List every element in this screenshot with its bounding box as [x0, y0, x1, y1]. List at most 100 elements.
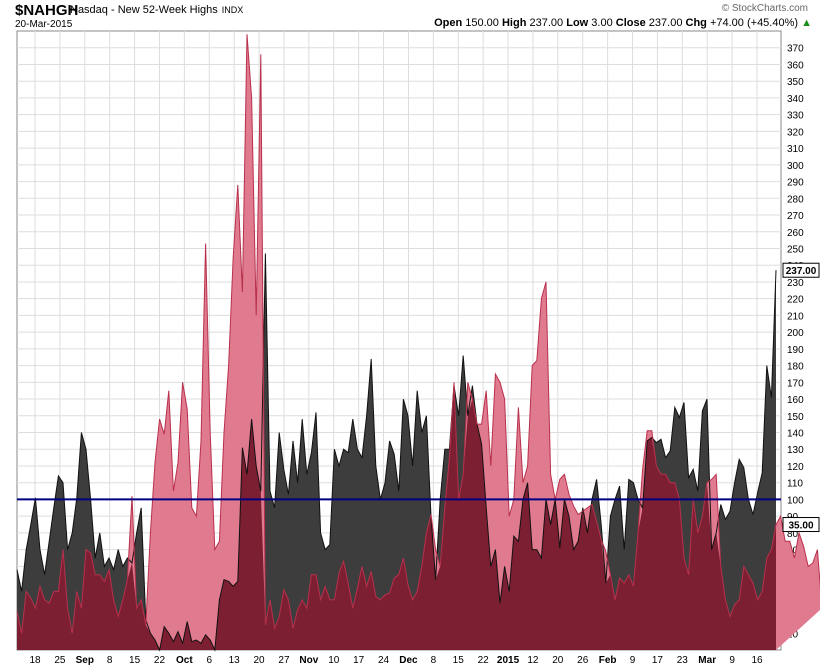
y-tick-label: 50 [787, 579, 799, 590]
y-tick-label: 250 [787, 244, 804, 255]
y-tick-label: 210 [787, 311, 804, 322]
highs-line [16, 253, 777, 652]
exchange-label: INDX [221, 5, 244, 15]
y-tick-label: 60 [787, 562, 799, 573]
x-tick-label: 20 [552, 655, 564, 666]
x-tick-label: 15 [129, 655, 141, 666]
chart-symbol: $NAHGH [15, 2, 79, 19]
y-tick-label: 370 [787, 44, 804, 55]
lows-swatch-icon [18, 42, 26, 50]
legend-volume-label: Volume undef [28, 51, 90, 62]
brand-watermark: © StockCharts.com [721, 3, 808, 14]
x-tick-label: Feb [599, 655, 617, 666]
x-tick-label: 12 [527, 655, 539, 666]
highs-area [17, 253, 776, 650]
x-tick-label: 2015 [497, 655, 520, 666]
x-tick-label: Mar [698, 655, 716, 666]
chg-label: Chg [685, 17, 707, 29]
chart-date: 20-Mar-2015 [15, 19, 73, 30]
x-tick-label: 26 [577, 655, 589, 666]
y-tick-label: 150 [787, 412, 804, 423]
y-tick-label: 330 [787, 111, 804, 122]
x-tick-label: 17 [353, 655, 365, 666]
y-tick-label: 310 [787, 144, 804, 155]
y-tick-label: 200 [787, 328, 804, 339]
y-tick-label: 280 [787, 194, 804, 205]
x-tick-label: 10 [328, 655, 340, 666]
legend: $NAHGH (Daily) 237.00 $NALOW 35.00 Volum… [18, 32, 135, 62]
x-tick-label: 25 [54, 655, 66, 666]
x-tick-label: 23 [677, 655, 689, 666]
y-tick-label: 130 [787, 445, 804, 456]
x-tick-label: 9 [729, 655, 735, 666]
x-tick-label: 6 [206, 655, 212, 666]
legend-item-volume: Volume undef [18, 52, 135, 62]
x-tick-label: Oct [176, 655, 193, 666]
x-tick-label: 20 [254, 655, 266, 666]
chg-value: +74.00 (+45.40%) [709, 17, 799, 29]
y-tick-label: 110 [787, 479, 803, 490]
x-tick-label: 18 [29, 655, 41, 666]
y-tick-label: 120 [787, 462, 804, 473]
chart-description: Nasdaq - New 52-Week Highs INDX [70, 4, 243, 16]
low-label: Low [566, 17, 589, 29]
quote-bar: Open 150.00 High 237.00 Low 3.00 Close 2… [434, 17, 812, 29]
y-tick-label: 100 [787, 495, 804, 506]
y-tick-label: 320 [787, 127, 804, 138]
y-tick-label: 240 [787, 261, 804, 272]
lows-line [16, 34, 820, 634]
y-tick-label: 360 [787, 60, 804, 71]
x-tick-label: Sep [76, 655, 94, 666]
x-tick-label: 24 [378, 655, 390, 666]
highs-swatch-icon [18, 32, 26, 40]
y-tick-label: 20 [787, 629, 799, 640]
last-value-highs-text: 237.00 [786, 266, 817, 277]
x-tick-label: 16 [751, 655, 763, 666]
close-label: Close [615, 17, 646, 29]
last-value-highs-box [782, 262, 820, 278]
x-tick-label: 8 [107, 655, 113, 666]
y-tick-label: 140 [787, 429, 804, 440]
x-tick-label: 8 [431, 655, 437, 666]
x-tick-label: 13 [229, 655, 241, 666]
y-tick-label: 180 [787, 362, 804, 373]
last-value-lows: 35.00 [782, 517, 820, 533]
up-arrow-icon: ▲ [801, 17, 812, 29]
y-tick-label: 30 [787, 613, 799, 624]
overlap-area [17, 385, 776, 650]
y-tick-label: 260 [787, 228, 804, 239]
y-tick-label: 270 [787, 211, 804, 222]
plot-area [16, 30, 782, 651]
y-tick-label: 80 [787, 529, 799, 540]
low-value: 3.00 [591, 17, 613, 29]
high-value: 237.00 [529, 17, 564, 29]
y-tick-label: 340 [787, 94, 804, 105]
y-tick-label: 40 [787, 596, 799, 607]
lows-area [17, 34, 820, 650]
close-value: 237.00 [648, 17, 683, 29]
y-tick-label: 230 [787, 278, 804, 289]
x-tick-label: 9 [630, 655, 636, 666]
open-label: Open [434, 17, 463, 29]
x-tick-label: 15 [453, 655, 465, 666]
y-tick-label: 70 [787, 546, 799, 557]
last-value-lows-text: 35.00 [788, 521, 813, 532]
volume-swatch-icon [18, 52, 26, 60]
y-tick-label: 290 [787, 178, 804, 189]
y-tick-label: 220 [787, 295, 804, 306]
x-tick-label: 27 [278, 655, 290, 666]
y-tick-label: 90 [787, 512, 799, 523]
x-tick-label: 22 [478, 655, 490, 666]
x-tick-label: 17 [652, 655, 664, 666]
last-value-highs: 237.00 [782, 262, 820, 278]
y-tick-label: 350 [787, 77, 804, 88]
x-tick-label: 22 [154, 655, 166, 666]
y-tick-label: 190 [787, 345, 804, 356]
y-tick-label: 160 [787, 395, 804, 406]
description-text: Nasdaq - New 52-Week Highs [70, 4, 218, 16]
y-tick-label: 300 [787, 161, 804, 172]
high-label: High [501, 17, 527, 29]
x-tick-label: Dec [399, 655, 418, 666]
